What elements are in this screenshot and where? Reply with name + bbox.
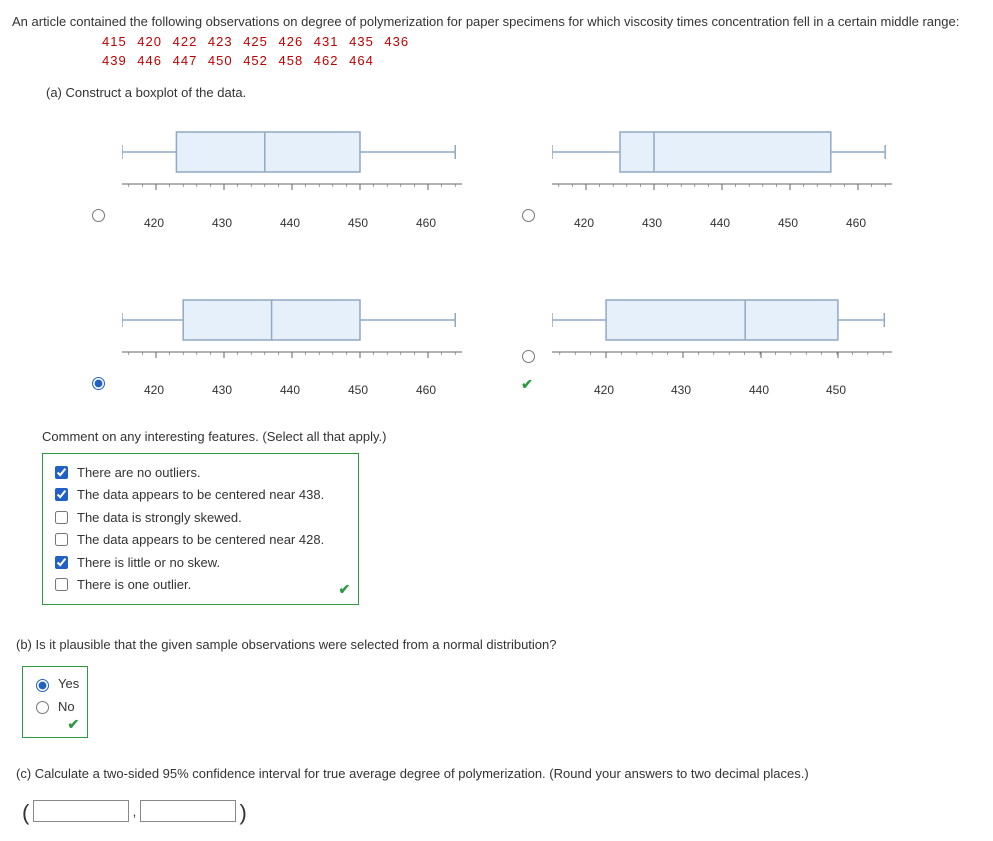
boxplot-radio-0[interactable] bbox=[82, 206, 112, 230]
yes-no-box: Yes No ✔ bbox=[22, 666, 88, 738]
checkbox-label: The data is strongly skewed. bbox=[77, 508, 242, 528]
ci-inputs: ( , ) bbox=[22, 796, 981, 829]
boxplot-answer-grid: 420430440450460 420430440450460 42043044… bbox=[82, 122, 981, 397]
intro-text: An article contained the following obser… bbox=[12, 12, 981, 32]
checkbox-label: The data appears to be centered near 428… bbox=[77, 530, 324, 550]
checkbox-label: There is one outlier. bbox=[77, 575, 191, 595]
checkbox-option-5[interactable]: There is one outlier. bbox=[51, 575, 324, 595]
comment-prompt: Comment on any interesting features. (Se… bbox=[42, 427, 981, 447]
axis-tick-labels: 420430440450460 bbox=[122, 208, 462, 230]
checkbox-option-0[interactable]: There are no outliers. bbox=[51, 463, 324, 483]
checkbox-option-4[interactable]: There is little or no skew. bbox=[51, 553, 324, 573]
boxplot-radio-3[interactable]: ✔ bbox=[512, 347, 542, 398]
checkbox-label: The data appears to be centered near 438… bbox=[77, 485, 324, 505]
checkbox-option-1[interactable]: The data appears to be centered near 438… bbox=[51, 485, 324, 505]
select-all-box: There are no outliers.The data appears t… bbox=[42, 453, 359, 605]
boxplot-svg bbox=[552, 290, 892, 370]
checkbox-option-2[interactable]: The data is strongly skewed. bbox=[51, 508, 324, 528]
axis-tick-labels: 420430440450460 bbox=[552, 208, 892, 230]
paren-close: ) bbox=[239, 800, 246, 825]
ci-upper-input[interactable] bbox=[140, 800, 236, 822]
data-row-1: 415 420 422 423 425 426 431 435 436 bbox=[102, 32, 981, 52]
data-row-2: 439 446 447 450 452 458 462 464 bbox=[102, 51, 981, 71]
paren-open: ( bbox=[22, 800, 29, 825]
checkbox-label: There is little or no skew. bbox=[77, 553, 220, 573]
boxplot-svg bbox=[122, 122, 462, 202]
ci-lower-input[interactable] bbox=[33, 800, 129, 822]
boxplot-radio-2[interactable] bbox=[82, 374, 112, 398]
boxplot-option-1[interactable]: 420430440450460 bbox=[552, 122, 932, 230]
radio-yes[interactable]: Yes bbox=[31, 674, 79, 694]
check-icon: ✔ bbox=[512, 374, 542, 395]
boxplot-option-3[interactable]: 420430440450 bbox=[552, 290, 932, 398]
checkbox-option-3[interactable]: The data appears to be centered near 428… bbox=[51, 530, 324, 550]
part-c-prompt: (c) Calculate a two-sided 95% confidence… bbox=[16, 764, 981, 784]
checkbox-label: There are no outliers. bbox=[77, 463, 201, 483]
check-icon: ✔ bbox=[67, 714, 79, 735]
boxplot-svg bbox=[122, 290, 462, 370]
axis-tick-labels: 420430440450460 bbox=[122, 375, 462, 397]
boxplot-option-2[interactable]: 420430440450460 bbox=[122, 290, 502, 398]
boxplot-radio-1[interactable] bbox=[512, 206, 542, 230]
boxplot-option-0[interactable]: 420430440450460 bbox=[122, 122, 502, 230]
yes-label: Yes bbox=[58, 674, 79, 694]
boxplot-svg bbox=[552, 122, 892, 202]
part-a-prompt: (a) Construct a boxplot of the data. bbox=[16, 83, 981, 103]
check-icon: ✔ bbox=[338, 579, 350, 600]
axis-tick-labels: 420430440450 bbox=[552, 375, 892, 397]
comma: , bbox=[133, 804, 140, 819]
part-b-prompt: (b) Is it plausible that the given sampl… bbox=[16, 635, 981, 655]
